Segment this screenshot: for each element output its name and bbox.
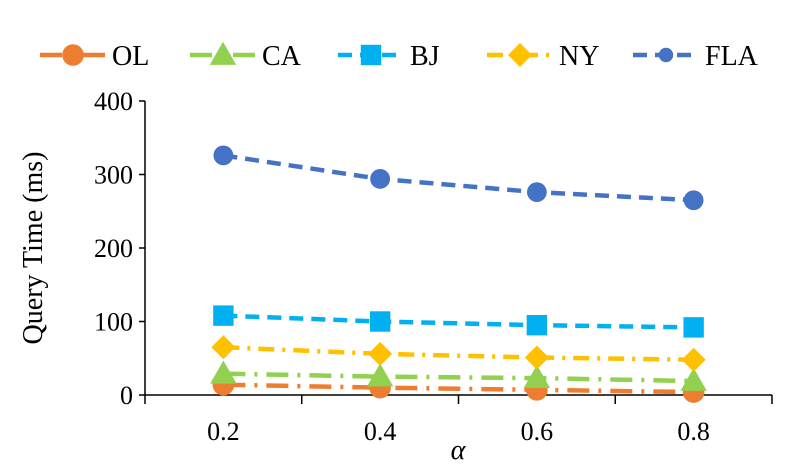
- data-point: [526, 182, 547, 203]
- y-tick-label: 400: [94, 87, 133, 116]
- x-tick-label: 0.6: [521, 417, 554, 446]
- series-line: [223, 153, 694, 203]
- data-point: [369, 311, 391, 332]
- x-tick-label: 0.8: [677, 417, 710, 446]
- y-tick-label: 300: [94, 161, 133, 190]
- axes: 0 100 200 300 400 0.2 0.4 0.6 0.8: [94, 87, 773, 446]
- legend-marker: [209, 41, 237, 65]
- series-layer: [210, 145, 707, 403]
- data-point: [368, 341, 393, 366]
- legend-marker: [62, 44, 84, 66]
- series-line: [223, 313, 694, 330]
- legend: OL CA BJ NY FLA: [40, 41, 759, 72]
- series-ny: [211, 335, 706, 372]
- data-point: [213, 145, 234, 166]
- legend-label: NY: [559, 41, 599, 72]
- legend-item-ca: CA: [190, 41, 302, 72]
- data-point: [681, 347, 706, 372]
- series-line: [223, 382, 694, 395]
- legend-marker: [360, 44, 382, 66]
- x-axis-title: α: [451, 435, 467, 466]
- data-point: [526, 314, 548, 336]
- legend-item-fla: FLA: [633, 41, 759, 72]
- y-tick-label: 100: [94, 308, 133, 337]
- series-line: [223, 371, 694, 384]
- legend-label: OL: [112, 41, 149, 72]
- legend-item-ny: NY: [487, 41, 599, 72]
- legend-marker: [658, 47, 674, 63]
- x-tick-label: 0.4: [364, 417, 397, 446]
- data-point: [210, 360, 237, 384]
- series-bj: [213, 305, 704, 338]
- x-tick-label: 0.2: [207, 417, 240, 446]
- series-line: [223, 344, 694, 362]
- series-fla: [213, 145, 704, 211]
- data-point: [213, 305, 234, 326]
- legend-label: FLA: [705, 41, 759, 72]
- legend-item-bj: BJ: [338, 41, 440, 72]
- data-point: [366, 363, 394, 387]
- data-point: [523, 364, 551, 388]
- y-tick-label: 200: [94, 234, 133, 263]
- legend-label: BJ: [410, 41, 440, 72]
- legend-marker: [508, 43, 532, 67]
- data-point: [683, 317, 704, 338]
- series-ca: [210, 360, 707, 391]
- legend-item-ol: OL: [40, 41, 149, 72]
- y-tick-label: 0: [120, 381, 133, 410]
- data-point: [370, 169, 391, 189]
- y-axis-title: Query Time (ms): [18, 152, 49, 345]
- data-point: [680, 367, 707, 391]
- data-point: [683, 190, 704, 211]
- data-point: [211, 335, 236, 360]
- legend-label: CA: [262, 41, 302, 72]
- data-point: [524, 345, 549, 370]
